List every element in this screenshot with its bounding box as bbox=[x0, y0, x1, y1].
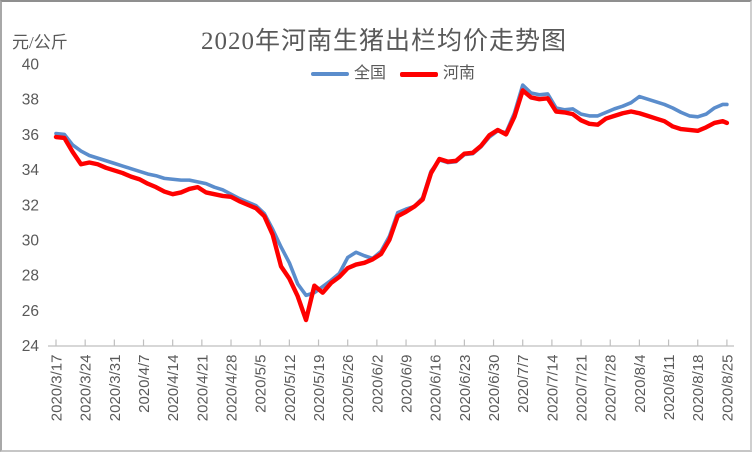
x-axis-label: 2020/5/5 bbox=[253, 355, 270, 413]
x-axis-label: 2020/3/24 bbox=[78, 355, 95, 422]
x-axis-label: 2020/8/18 bbox=[690, 355, 707, 422]
x-axis-label: 2020/4/21 bbox=[194, 355, 211, 422]
x-axis-label: 2020/7/7 bbox=[515, 355, 532, 413]
henan-series-line bbox=[53, 88, 730, 323]
national-series-line bbox=[54, 83, 729, 298]
henan-line-swatch bbox=[400, 71, 438, 77]
y-axis-label: 28 bbox=[22, 268, 39, 285]
y-axis-unit-label: 元/公斤 bbox=[12, 33, 68, 52]
x-axis-label: 2020/8/25 bbox=[719, 355, 736, 422]
x-axis-label: 2020/4/7 bbox=[136, 355, 153, 413]
y-axis-label: 40 bbox=[22, 57, 40, 74]
x-axis-label: 2020/4/28 bbox=[224, 355, 241, 422]
x-axis-label: 2020/5/19 bbox=[311, 355, 328, 422]
y-axis-label: 38 bbox=[22, 92, 39, 109]
legend-item-henan: 河南 bbox=[400, 66, 475, 82]
x-axis-label: 2020/7/14 bbox=[544, 355, 561, 422]
y-axis-label: 30 bbox=[22, 232, 40, 249]
x-axis-label: 2020/6/2 bbox=[369, 355, 386, 413]
x-axis-label: 2020/7/21 bbox=[574, 355, 591, 422]
y-axis-label: 34 bbox=[22, 162, 40, 179]
national-line-swatch bbox=[310, 72, 349, 76]
x-axis-label: 2020/7/28 bbox=[603, 355, 620, 422]
x-axis-label: 2020/6/23 bbox=[457, 355, 474, 422]
x-axis-label: 2020/6/30 bbox=[486, 355, 503, 422]
x-axis-label: 2020/6/9 bbox=[399, 355, 416, 413]
legend-label-henan: 河南 bbox=[443, 65, 476, 82]
legend-item-national: 全国 bbox=[310, 65, 386, 82]
x-axis-label: 2020/4/14 bbox=[165, 355, 182, 422]
x-axis-label: 2020/5/12 bbox=[282, 355, 299, 422]
chart-title: 2020年河南生猪出栏均价走势图 bbox=[200, 28, 567, 55]
legend: 全国 河南 bbox=[310, 65, 475, 82]
legend-label-national: 全国 bbox=[353, 65, 386, 82]
x-axis-label: 2020/3/17 bbox=[49, 355, 66, 422]
x-axis-label: 2020/5/26 bbox=[340, 355, 357, 422]
x-axis-label: 2020/8/4 bbox=[632, 355, 649, 413]
y-axis-label: 24 bbox=[22, 338, 40, 355]
y-axis-label: 36 bbox=[22, 127, 39, 144]
y-axis-label: 32 bbox=[22, 197, 39, 214]
y-axis-label: 26 bbox=[22, 303, 39, 320]
x-axis-label: 2020/8/11 bbox=[661, 355, 678, 421]
x-axis-label: 2020/6/16 bbox=[428, 355, 445, 422]
x-axis-label: 2020/3/31 bbox=[107, 355, 124, 422]
